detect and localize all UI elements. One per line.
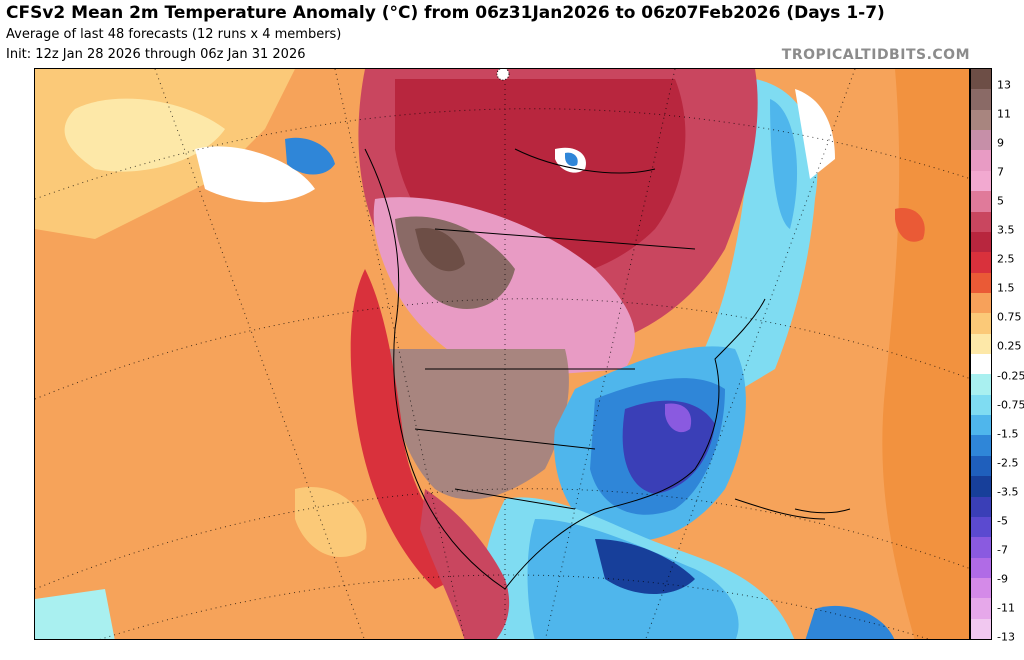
mexico-warm bbox=[420, 489, 510, 639]
colorbar-segment bbox=[971, 89, 991, 111]
colorbar-tick-label: 5 bbox=[997, 194, 1004, 208]
colorbar-segment bbox=[971, 150, 991, 172]
colorbar-segment bbox=[971, 516, 991, 538]
colorbar-segment bbox=[971, 333, 991, 355]
colorbar-tick-label: 7 bbox=[997, 165, 1004, 179]
temperature-anomaly-map bbox=[34, 68, 970, 640]
colorbar-segment bbox=[971, 496, 991, 518]
map-subtitle-init: Init: 12z Jan 28 2026 through 06z Jan 31… bbox=[6, 47, 306, 62]
atlantic-neutral-strip bbox=[795, 89, 835, 179]
colorbar-tick-label: 2.5 bbox=[997, 252, 1015, 266]
colorbar-segment bbox=[971, 476, 991, 497]
atlantic-cold-streak bbox=[770, 99, 798, 229]
colorbar-segment bbox=[971, 415, 991, 436]
colorbar-segment bbox=[971, 577, 991, 599]
colorbar-segment bbox=[971, 374, 991, 396]
colorbar-tick-label: -3.5 bbox=[997, 485, 1019, 499]
colorbar-tick-label: -9 bbox=[997, 572, 1008, 586]
gulf-core-cold bbox=[595, 539, 695, 594]
colorbar-tick-label: 1.5 bbox=[997, 281, 1015, 295]
alaska-cold-spot bbox=[285, 137, 335, 175]
colorbar-segment bbox=[971, 130, 991, 151]
pacific-neutral-patch bbox=[64, 98, 225, 172]
colorbar-segment bbox=[971, 211, 991, 233]
colorbar-tick-label: -0.25 bbox=[997, 369, 1024, 383]
graticule bbox=[35, 69, 969, 639]
south-atlantic-cold-spot bbox=[805, 605, 895, 639]
colorbar-segment bbox=[971, 191, 991, 212]
colorbar-tick-label: 0.25 bbox=[997, 339, 1022, 353]
colorbar-segment bbox=[971, 435, 991, 457]
colorbar-tick-label: -7 bbox=[997, 543, 1008, 557]
map-subtitle-forecasts: Average of last 48 forecasts (12 runs x … bbox=[6, 27, 342, 42]
colorbar-segment bbox=[971, 272, 991, 294]
colorbar-segment bbox=[971, 354, 991, 375]
colorbar-tick-label: 11 bbox=[997, 107, 1011, 121]
coastlines bbox=[364, 148, 851, 590]
southeast-very-cold bbox=[622, 400, 715, 494]
map-title: CFSv2 Mean 2m Temperature Anomaly (°C) f… bbox=[6, 3, 885, 23]
west-coast-warm-edge bbox=[350, 269, 475, 589]
colorbar-segment bbox=[971, 252, 991, 274]
atlantic-warm-spot bbox=[895, 208, 925, 242]
colorbar-segment bbox=[971, 394, 991, 416]
colorbar-tick-label: -5 bbox=[997, 514, 1008, 528]
colorbar-segment bbox=[971, 292, 991, 314]
colorbar-segment bbox=[971, 598, 991, 620]
colorbar bbox=[970, 68, 992, 640]
brand-watermark: TROPICALTIDBITS.COM bbox=[781, 47, 970, 63]
colorbar-tick-label: -0.75 bbox=[997, 398, 1024, 412]
colorbar-tick-label: 13 bbox=[997, 78, 1011, 92]
western-us-hot bbox=[385, 349, 569, 500]
colorbar-segment bbox=[971, 313, 991, 335]
colorbar-tick-label: -2.5 bbox=[997, 456, 1019, 470]
colorbar-tick-label: -1.5 bbox=[997, 427, 1019, 441]
colorbar-tick-label: 0.75 bbox=[997, 310, 1022, 324]
pacific-cool-corner bbox=[35, 589, 115, 639]
colorbar-segment bbox=[971, 69, 991, 90]
colorbar-segment bbox=[971, 455, 991, 477]
colorbar-tick-label: 9 bbox=[997, 136, 1004, 150]
hudson-cold-spot bbox=[565, 152, 578, 167]
alaska-neutral-patch bbox=[195, 146, 315, 203]
colorbar-tick-label: -13 bbox=[997, 630, 1015, 644]
map-canvas bbox=[35, 69, 969, 639]
colorbar-segment bbox=[971, 231, 991, 253]
colorbar-segment bbox=[971, 170, 991, 192]
colorbar-segment bbox=[971, 618, 991, 640]
colorbar-segment bbox=[971, 557, 991, 579]
pacific-mild-patch-south bbox=[295, 487, 367, 558]
pole-marker bbox=[496, 69, 510, 81]
colorbar-tick-label: 3.5 bbox=[997, 223, 1015, 237]
colorbar-segment bbox=[971, 537, 991, 559]
mid-atlantic-extreme-cold bbox=[665, 403, 692, 433]
rockies-peak-warm bbox=[415, 228, 465, 272]
colorbar-segment bbox=[971, 109, 991, 131]
colorbar-tick-label: -11 bbox=[997, 601, 1015, 615]
